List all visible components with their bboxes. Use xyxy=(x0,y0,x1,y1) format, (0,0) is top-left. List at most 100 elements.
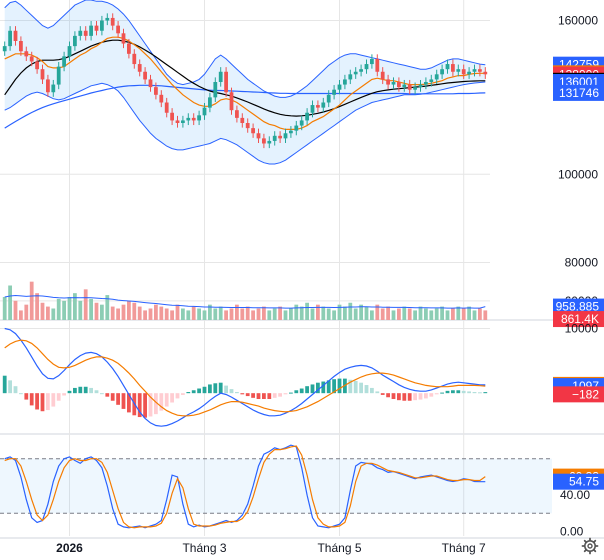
macd-histogram-bar xyxy=(13,386,18,394)
volume-bar xyxy=(256,308,261,320)
macd-tick-label: 10000 xyxy=(565,321,599,335)
macd-histogram-bar xyxy=(440,392,444,394)
volume-bar xyxy=(121,304,126,320)
volume-bar xyxy=(175,304,180,320)
candle-body xyxy=(380,71,385,80)
volume-bar xyxy=(337,304,342,320)
candle-body xyxy=(29,56,34,62)
volume-bar xyxy=(229,308,234,320)
candle-body xyxy=(429,79,434,82)
candle-body xyxy=(283,133,288,139)
chart-settings-button[interactable] xyxy=(581,537,599,555)
macd-histogram-bar xyxy=(418,393,423,400)
price-tick-label: 100000 xyxy=(558,167,598,181)
macd-histogram-bar xyxy=(380,393,385,395)
candle-body xyxy=(456,69,461,72)
volume-bar xyxy=(56,298,61,320)
macd-histogram-bar xyxy=(197,388,201,394)
macd-histogram-bar xyxy=(289,392,293,394)
macd-histogram-bar xyxy=(434,393,439,395)
macd-histogram-bar xyxy=(89,387,93,394)
macd-histogram-bar xyxy=(121,393,126,409)
candle-body xyxy=(316,105,320,108)
candle-body xyxy=(235,110,239,118)
volume-bar xyxy=(316,304,320,320)
macd-histogram-bar xyxy=(213,383,218,394)
macd-histogram-bar xyxy=(143,393,147,418)
candle-body xyxy=(402,84,407,88)
macd-histogram-bar xyxy=(46,393,50,411)
candle-body xyxy=(35,61,39,70)
candle-body xyxy=(24,51,29,57)
macd-histogram-bar xyxy=(175,393,180,399)
volume-bar xyxy=(364,306,369,320)
volume-bar xyxy=(105,295,110,320)
macd-histogram-bar xyxy=(305,386,309,394)
candle-body xyxy=(386,79,390,85)
macd-histogram-bar xyxy=(364,385,369,394)
macd-histogram-bar xyxy=(332,379,336,394)
candle-body xyxy=(483,71,488,75)
volume-bar xyxy=(472,310,477,320)
volume-bar xyxy=(251,310,255,320)
macd-histogram-bar xyxy=(375,391,380,394)
candle-body xyxy=(40,69,45,80)
volume-bar xyxy=(391,310,396,320)
volume-bar xyxy=(434,308,439,320)
candle-body xyxy=(343,79,347,85)
candle-body xyxy=(353,71,358,75)
stochastic-tick-label: 40.00 xyxy=(560,488,590,502)
macd-histogram-bar xyxy=(229,389,234,394)
candle-body xyxy=(19,41,23,52)
volume-bar xyxy=(224,310,228,320)
candle-body xyxy=(310,105,315,113)
volume-bar xyxy=(483,310,488,320)
volume-bar xyxy=(343,306,347,320)
macd-histogram-bar xyxy=(424,393,428,399)
volume-bar xyxy=(127,300,131,320)
volume-bar xyxy=(73,293,77,320)
macd-histogram-bar xyxy=(83,386,88,394)
volume-bar xyxy=(413,310,417,320)
volume-bar xyxy=(46,306,50,320)
volume-bar xyxy=(208,304,212,320)
macd-histogram-bar xyxy=(127,393,131,413)
candle-body xyxy=(105,17,110,21)
macd-histogram-bar xyxy=(110,393,115,401)
volume-bar xyxy=(100,304,104,320)
volume-bar xyxy=(370,310,374,320)
macd-histogram-bar xyxy=(370,387,374,394)
volume-tick-label: 80000 xyxy=(565,256,599,270)
volume-badge xyxy=(553,311,604,328)
macd-histogram-bar xyxy=(240,393,245,395)
volume-bar xyxy=(424,308,428,320)
stochastic-d-line xyxy=(4,445,486,529)
stochastic-badge xyxy=(553,473,604,490)
macd-histogram-bar xyxy=(73,387,77,394)
candle-body xyxy=(56,66,61,85)
volume-bar xyxy=(13,300,18,320)
price-tick-label: 160000 xyxy=(558,14,598,28)
bollinger-upper-line xyxy=(4,0,486,98)
macd-histogram-bar xyxy=(19,393,23,395)
candle-body xyxy=(46,79,50,93)
macd-histogram-bar xyxy=(278,393,282,397)
candle-body xyxy=(164,102,169,113)
macd-histogram-bar xyxy=(402,393,407,401)
volume-bar xyxy=(418,306,423,320)
candle-body xyxy=(2,46,7,52)
macd-histogram-bar xyxy=(348,379,353,394)
volume-bar xyxy=(240,308,245,320)
candle-body xyxy=(272,135,277,141)
volume-bar xyxy=(29,281,34,320)
volume-bar xyxy=(397,308,401,320)
macd-histogram-bar xyxy=(116,393,120,405)
bollinger-lower-line xyxy=(4,81,486,165)
volume-bar xyxy=(294,304,299,320)
candle-body xyxy=(375,58,380,72)
volume-bar xyxy=(40,302,45,320)
volume-bar xyxy=(191,306,196,320)
macd-histogram-bar xyxy=(78,386,83,394)
macd-badge-label: −182 xyxy=(572,387,599,401)
